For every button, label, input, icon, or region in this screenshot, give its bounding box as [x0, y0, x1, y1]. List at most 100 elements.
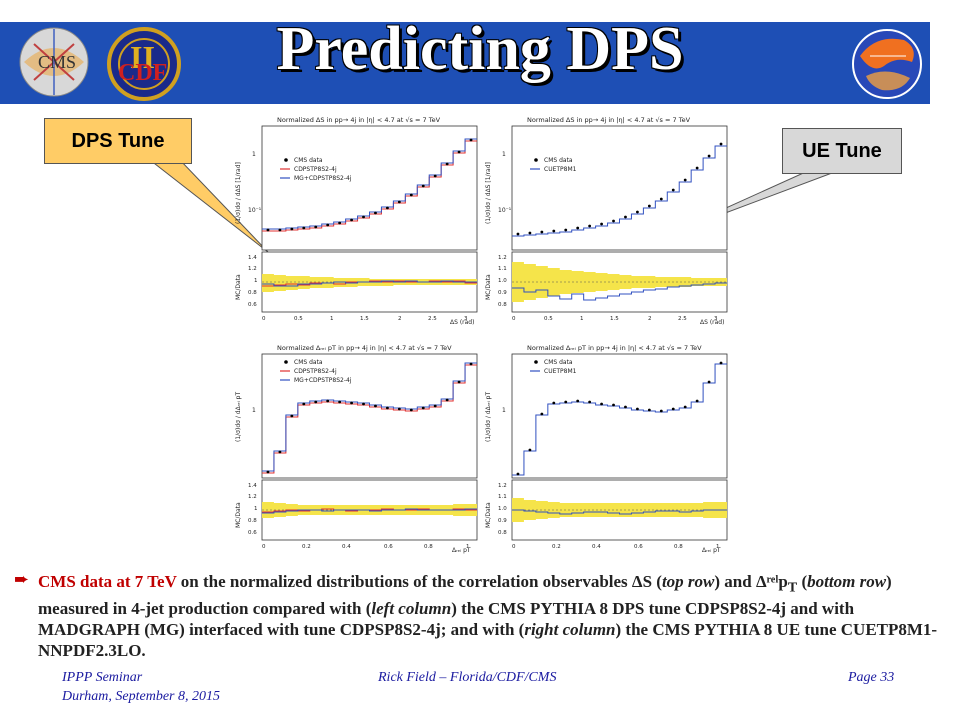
data-point	[445, 162, 449, 166]
data-point	[564, 228, 568, 232]
uncertainty-band	[512, 262, 727, 302]
data-point	[647, 204, 651, 208]
mc-histogram	[512, 363, 727, 476]
data-point	[516, 472, 520, 476]
data-point	[397, 200, 401, 204]
top-ticks: 1	[502, 407, 506, 414]
footer-date: Durham, September 8, 2015	[62, 689, 221, 704]
svg-text:0.8: 0.8	[498, 530, 507, 536]
data-point	[683, 178, 687, 182]
data-point	[386, 406, 389, 410]
data-point	[266, 470, 270, 474]
cms-logo: CMS	[14, 24, 94, 100]
bullet-arrow-icon: ➨	[14, 569, 30, 590]
top-ticks: 1	[252, 407, 256, 414]
uncertainty-band	[262, 274, 477, 292]
svg-text:0.5: 0.5	[294, 316, 303, 322]
data-point	[612, 403, 615, 407]
svg-text:0.5: 0.5	[544, 316, 553, 322]
ratio-ticks: 1.4 1.2 1 0.8 0.6	[248, 483, 258, 536]
svg-text:CMS data: CMS data	[544, 359, 573, 366]
histograms	[512, 142, 727, 302]
data-point	[695, 166, 699, 170]
data-point	[302, 402, 306, 406]
data-point	[278, 228, 282, 232]
data-point	[421, 184, 425, 188]
data-point	[707, 154, 711, 158]
data-point	[433, 404, 437, 408]
svg-text:3: 3	[464, 316, 468, 322]
panel-bottom-right: Normalized Δᵣₑₗ pT in pp→ 4j in |η| < 4.…	[485, 344, 728, 554]
svg-text:0: 0	[512, 544, 516, 550]
data-point	[326, 399, 330, 403]
legend: CMS data CUETP8M1	[530, 157, 577, 173]
svg-text:2.5: 2.5	[678, 316, 687, 322]
svg-text:0: 0	[512, 316, 516, 322]
data-point	[707, 380, 711, 384]
ratio-ticks: 1.2 1.1 1.0 0.9 0.8	[498, 255, 507, 308]
svg-text:0.8: 0.8	[424, 544, 433, 550]
data-point	[278, 450, 282, 454]
data-point	[528, 231, 532, 235]
data-point	[397, 407, 401, 411]
svg-text:0.8: 0.8	[498, 302, 507, 308]
svg-text:1.2: 1.2	[498, 483, 507, 489]
data-point	[719, 142, 723, 146]
data-point	[326, 223, 330, 227]
data-point	[445, 398, 449, 402]
svg-text:0.8: 0.8	[248, 290, 257, 296]
svg-text:0.9: 0.9	[498, 290, 507, 296]
svg-text:II: II	[130, 39, 155, 75]
svg-text:10⁻¹: 10⁻¹	[248, 207, 262, 214]
svg-text:1: 1	[330, 316, 334, 322]
y-axis-label: (1/σ)dσ / dΔᵣₑₗ pT	[235, 392, 242, 442]
svg-text:1: 1	[502, 151, 506, 158]
svg-text:0.8: 0.8	[674, 544, 683, 550]
data-point	[695, 399, 699, 403]
footer-page: Page 33	[848, 670, 895, 685]
ratio-y-label: MC/Data	[235, 274, 242, 300]
svg-text:1: 1	[252, 151, 256, 158]
svg-text:1.5: 1.5	[610, 316, 619, 322]
svg-text:1.4: 1.4	[248, 483, 257, 489]
footer-venue: IPPP Seminar	[62, 670, 143, 685]
svg-text:2: 2	[398, 316, 402, 322]
svg-text:CUETP8M1: CUETP8M1	[544, 368, 577, 375]
data-point	[624, 405, 627, 409]
mc-histogram	[262, 362, 477, 472]
svg-text:3: 3	[714, 316, 718, 322]
data-point	[636, 407, 639, 411]
x-axis-label: ΔS (rad)	[450, 319, 474, 326]
data-point	[338, 400, 342, 404]
data-point	[612, 219, 615, 223]
mc-histogram	[262, 138, 477, 230]
svg-text:1.2: 1.2	[498, 255, 507, 261]
data-point	[314, 225, 318, 229]
data-point	[469, 138, 473, 142]
data-point	[540, 230, 544, 234]
svg-text:1: 1	[502, 407, 506, 414]
top-ticks: 1 10⁻¹	[498, 151, 512, 214]
svg-text:CMS data: CMS data	[294, 157, 323, 164]
svg-text:1: 1	[466, 544, 470, 550]
legend: CMS data CDPSTP8S2-4j MG+CDPSTP8S2-4j	[280, 157, 352, 182]
y-axis-label: (1/σ)dσ / dΔS [1/rad]	[235, 162, 242, 224]
data-point	[600, 222, 603, 226]
svg-text:1: 1	[580, 316, 584, 322]
data-point	[588, 400, 592, 404]
panel-bottom-left: Normalized Δᵣₑₗ pT in pp→ 4j in |η| < 4.…	[235, 344, 478, 554]
data-point	[457, 380, 461, 384]
svg-text:0.4: 0.4	[592, 544, 601, 550]
data-point	[552, 401, 556, 405]
data-point	[624, 215, 627, 219]
data-point	[421, 406, 425, 410]
data-point	[719, 361, 723, 365]
histograms	[512, 361, 727, 522]
data-point	[409, 193, 413, 197]
ratio-ticks: 1.4 1.2 1 0.8 0.6	[248, 255, 258, 308]
svg-text:0.2: 0.2	[552, 544, 561, 550]
data-point	[600, 402, 603, 406]
data-point	[457, 150, 461, 154]
footer-author: Rick Field – Florida/CDF/CMS	[378, 670, 557, 685]
top-ticks: 1 10⁻¹	[248, 151, 262, 214]
